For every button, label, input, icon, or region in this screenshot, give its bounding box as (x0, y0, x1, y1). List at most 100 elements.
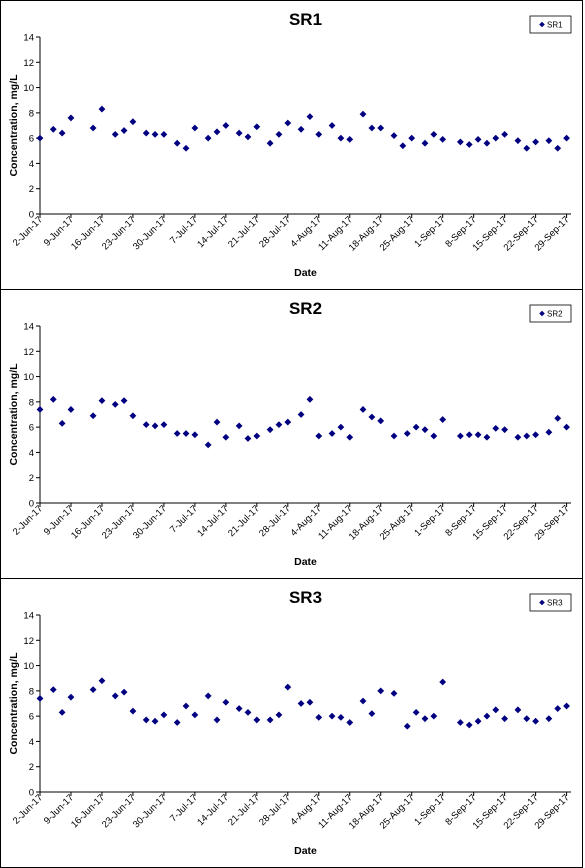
data-point (532, 431, 539, 439)
data-point (58, 708, 66, 716)
data-point (58, 129, 66, 137)
data-point (266, 426, 274, 434)
data-point (368, 710, 376, 718)
data-point (430, 432, 438, 440)
legend-box (529, 15, 572, 34)
data-point (563, 423, 570, 431)
legend-box (529, 593, 572, 612)
data-point (359, 697, 367, 705)
data-point (346, 719, 354, 726)
data-point (222, 698, 230, 706)
y-tick-label: 12 (23, 347, 34, 358)
data-point (359, 110, 367, 118)
data-point (275, 130, 283, 138)
x-tick-label: 14-Jul-17 (195, 503, 231, 539)
y-tick-label: 12 (23, 58, 34, 69)
data-point (89, 412, 97, 420)
data-point (306, 395, 314, 403)
y-tick-label: 12 (23, 636, 34, 647)
data-point (306, 698, 314, 706)
data-point (111, 692, 119, 700)
data-point (337, 134, 345, 142)
data-point (244, 435, 252, 442)
y-tick-label: 2 (29, 473, 34, 484)
x-tick-label: 14-Jul-17 (195, 214, 231, 250)
data-point (456, 138, 464, 146)
y-tick-label: 0 (29, 210, 34, 221)
x-tick-label: 21-Jul-17 (226, 503, 262, 539)
data-point (49, 125, 57, 133)
data-point (563, 134, 570, 142)
data-point (563, 702, 570, 710)
data-point (465, 431, 473, 439)
data-point (403, 430, 411, 437)
data-point (465, 141, 473, 148)
data-point (421, 139, 429, 147)
data-point (151, 422, 159, 430)
y-tick-label: 14 (23, 33, 34, 44)
y-tick-label: 2 (29, 184, 34, 195)
y-axis-label: Concentration, mg/L (8, 74, 20, 177)
data-point (67, 693, 75, 701)
data-point (284, 683, 292, 691)
data-point (58, 419, 66, 427)
data-point (421, 426, 429, 434)
data-point (213, 418, 221, 426)
data-point (266, 716, 274, 724)
data-point (213, 716, 221, 724)
data-point (368, 124, 376, 132)
data-point (67, 406, 75, 413)
x-axis-label: Date (294, 267, 317, 279)
data-point (483, 433, 491, 441)
chart-title: SR2 (289, 299, 322, 318)
y-tick-label: 8 (29, 686, 34, 697)
data-point (204, 692, 212, 700)
data-point (430, 712, 438, 720)
data-point (204, 134, 212, 142)
legend-label: SR2 (547, 310, 563, 319)
data-point (390, 689, 398, 697)
data-point (182, 702, 190, 710)
data-point (222, 122, 230, 129)
x-tick-label: 28-Jul-17 (257, 503, 293, 539)
data-point (98, 677, 106, 685)
data-point (129, 118, 137, 126)
data-point (173, 139, 181, 147)
data-point (368, 413, 376, 421)
data-point (173, 430, 181, 437)
data-point (89, 686, 97, 693)
data-point (142, 716, 150, 724)
data-point (129, 707, 137, 715)
data-point (554, 144, 562, 152)
x-tick-label: 1-Sep-17 (412, 214, 447, 249)
y-tick-label: 2 (29, 762, 34, 773)
chart-sr1: SR1024681012142-Jun-179-Jun-1716-Jun-172… (8, 10, 572, 279)
data-point (173, 719, 181, 726)
data-point (36, 134, 44, 142)
data-point (111, 400, 119, 408)
data-point (403, 722, 411, 730)
y-tick-label: 4 (29, 737, 34, 748)
x-tick-label: 1-Sep-17 (412, 503, 447, 538)
data-point (483, 139, 491, 147)
data-point (142, 421, 150, 429)
chart-panel-sr3: SR3 0 2 4 6 8 10 12 14 2-Jun-17 9-Jun-17 16-Jun-17 2… (0, 578, 583, 868)
data-point (120, 397, 128, 404)
data-point (483, 712, 491, 720)
data-point (346, 136, 354, 143)
data-point (36, 695, 44, 702)
data-point (315, 130, 323, 138)
data-point (514, 137, 522, 145)
data-point (554, 705, 562, 712)
legend-marker (539, 599, 545, 606)
data-point (266, 139, 274, 147)
y-tick-label: 10 (23, 372, 34, 383)
data-point (120, 688, 128, 696)
data-point (253, 716, 261, 724)
data-point (49, 686, 57, 693)
data-point (222, 433, 230, 441)
data-point (377, 417, 385, 425)
data-point (492, 425, 500, 432)
y-tick-label: 6 (29, 134, 34, 145)
chart-panel-sr2: SR2 0 2 4 6 8 10 12 14 2-Jun-17 9-Jun-17 16-Jun-17 2… (0, 289, 583, 579)
